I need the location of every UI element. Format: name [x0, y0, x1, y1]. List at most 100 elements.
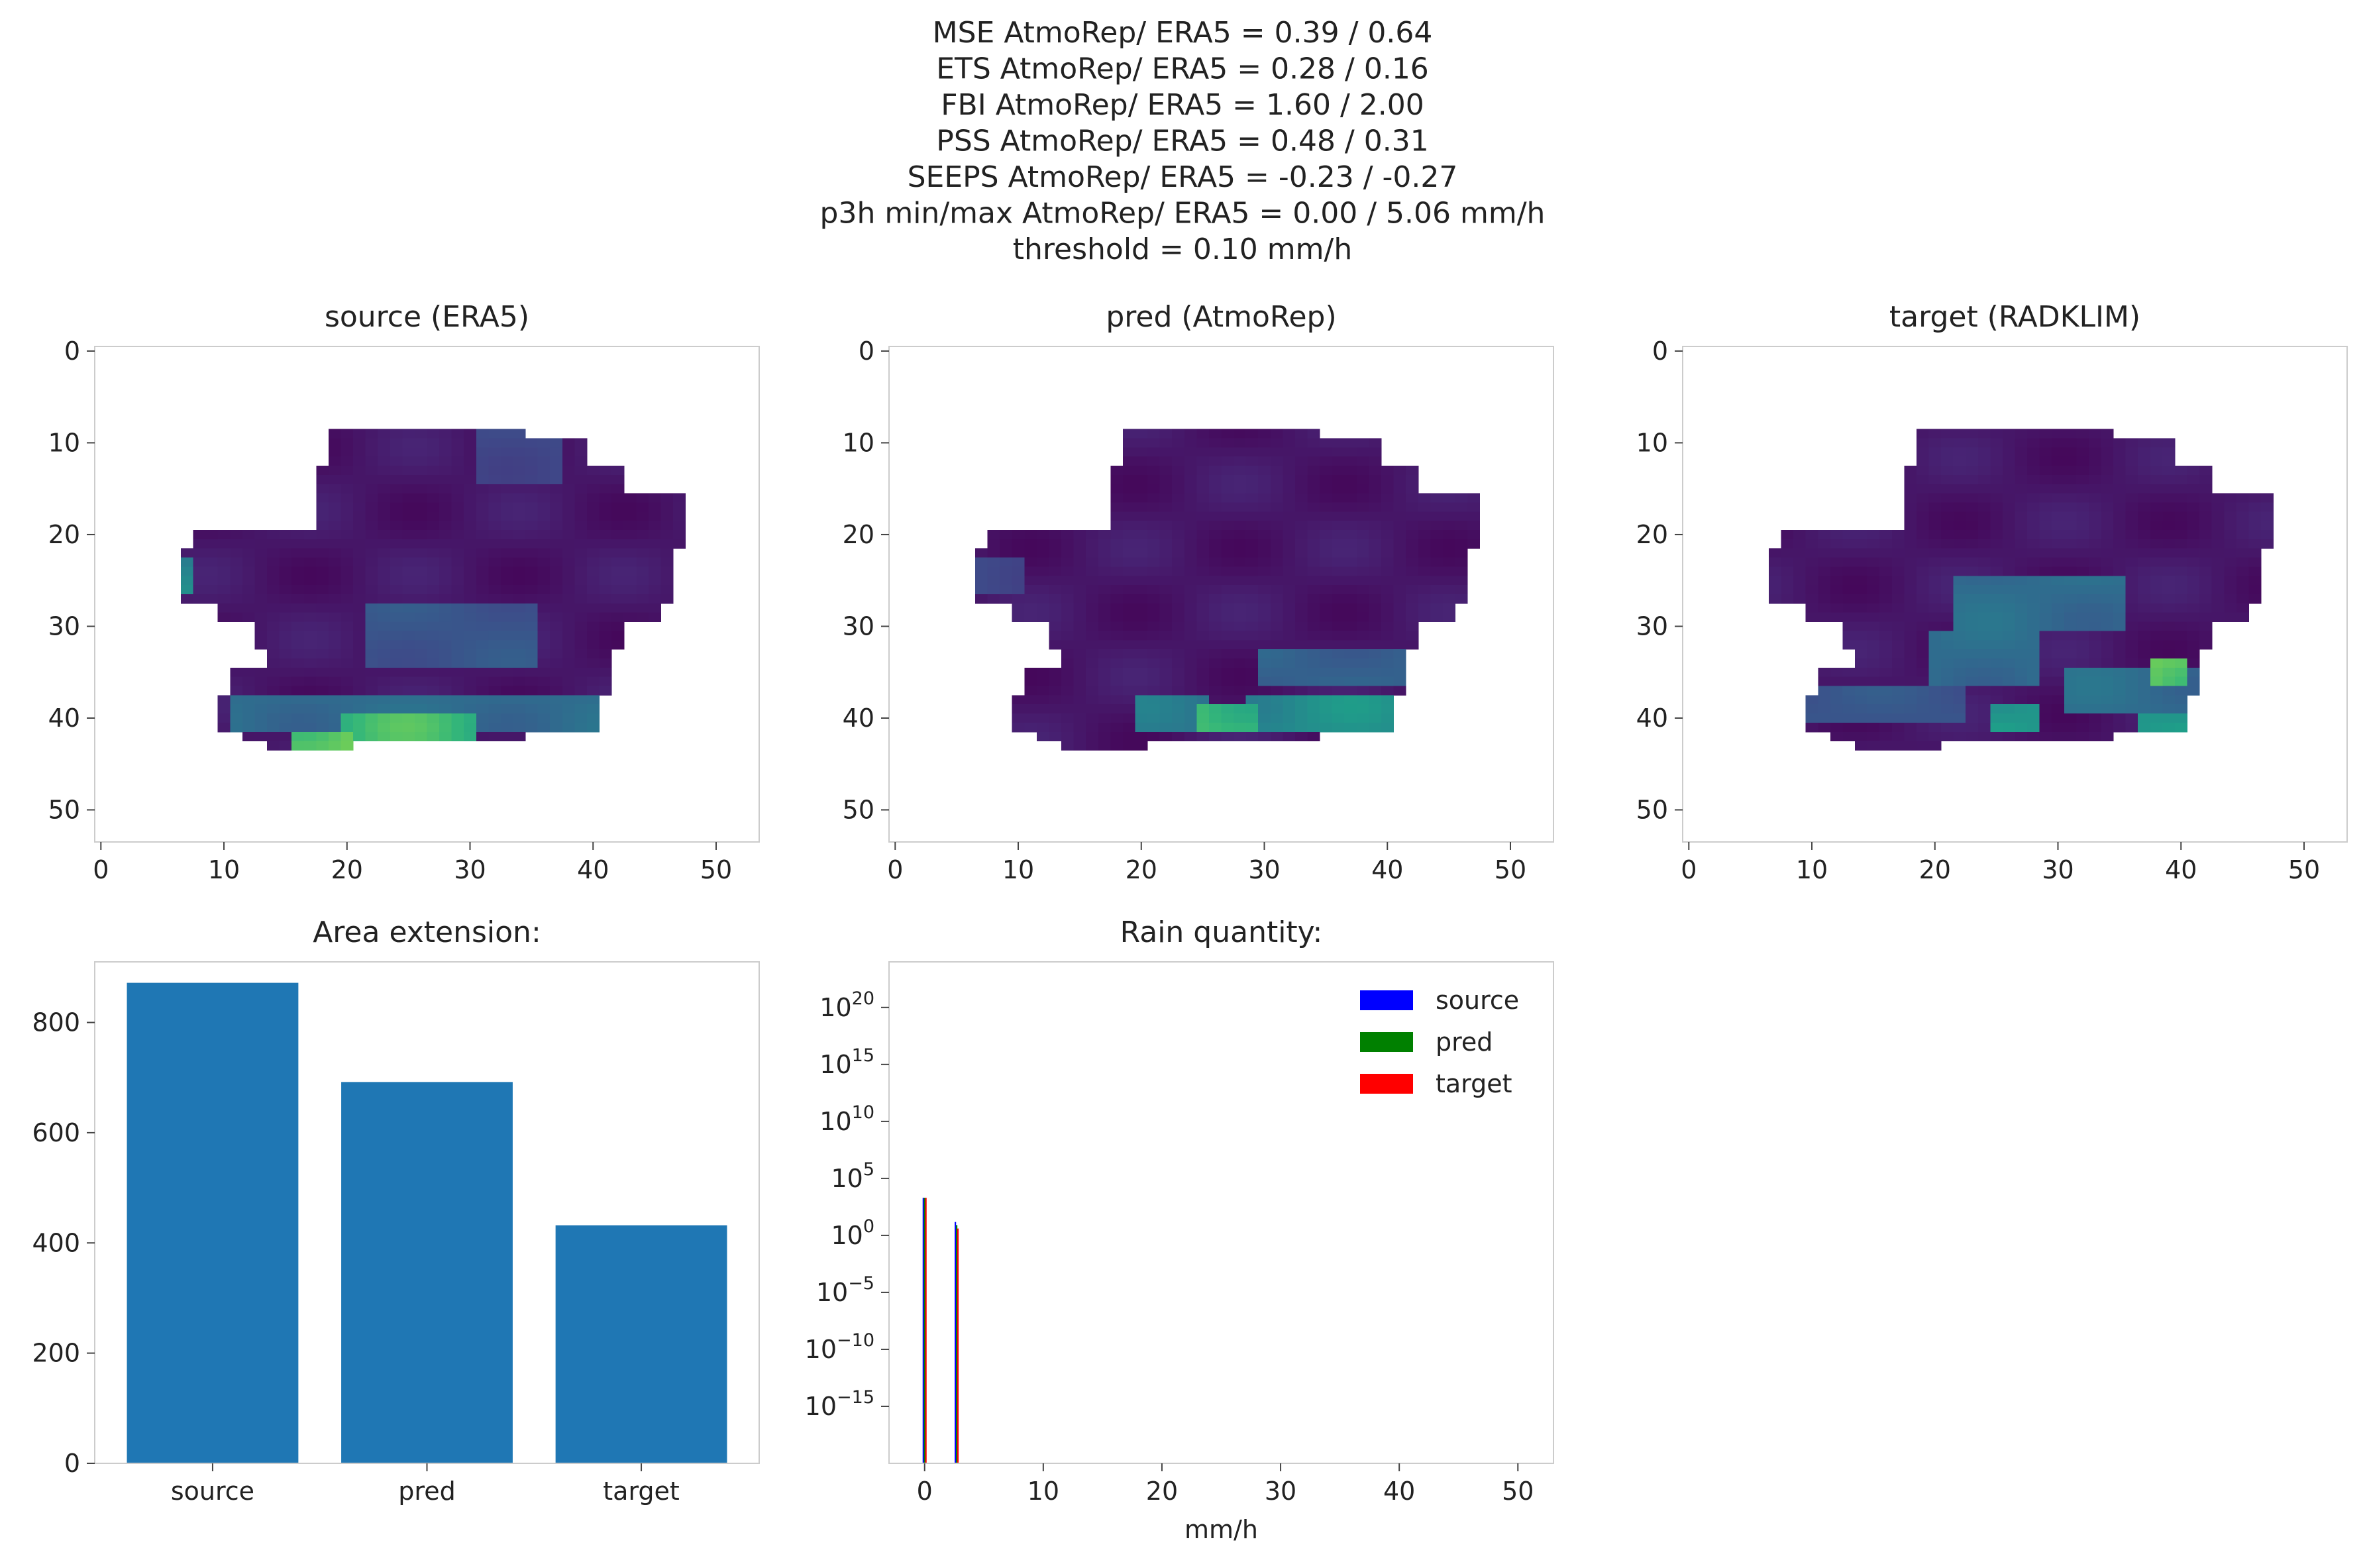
heatmap-cell	[1184, 466, 1197, 476]
heatmap-cell	[1110, 548, 1124, 558]
heatmap-cell	[2039, 429, 2052, 439]
suptitle-line: threshold = 0.10 mm/h	[1013, 233, 1352, 266]
heatmap-cell	[2002, 502, 2016, 512]
heatmap-cell	[2248, 493, 2262, 503]
heatmap-cell	[2002, 557, 2016, 568]
heatmap-cell	[1110, 649, 1124, 659]
heatmap-cell	[488, 704, 501, 714]
heatmap-cell	[1270, 640, 1283, 650]
heatmap-cell	[1307, 731, 1320, 742]
heatmap-cell	[464, 466, 477, 476]
heatmap-cell	[1830, 676, 1844, 687]
heatmap-cell	[500, 713, 514, 723]
heatmap-cell	[2150, 649, 2163, 659]
heatmap-cell	[2248, 557, 2262, 568]
heatmap-cell	[353, 612, 366, 623]
heatmap-cell	[402, 493, 415, 503]
heatmap-cell	[500, 631, 514, 641]
heatmap-cell	[2150, 640, 2163, 650]
heatmap-cell	[1356, 466, 1369, 476]
heatmap-cell	[599, 631, 612, 641]
heatmap-cell	[1381, 548, 1394, 558]
heatmap-cell	[353, 566, 366, 576]
heatmap-cell	[2174, 511, 2188, 521]
heatmap-cell	[1406, 484, 1419, 494]
heatmap-cell	[1467, 530, 1481, 540]
heatmap-cell	[2150, 722, 2163, 733]
heatmap-cell	[513, 731, 526, 742]
heatmap-cell	[1172, 502, 1185, 512]
heatmap-cell	[476, 731, 489, 742]
heatmap-cell	[1147, 594, 1161, 604]
heatmap-cell	[279, 704, 292, 714]
heatmap-cell	[1418, 548, 1431, 558]
heatmap-cell	[2162, 548, 2176, 558]
heatmap-cell	[427, 566, 440, 576]
heatmap-cell	[1953, 511, 1966, 521]
heatmap-cell	[1208, 438, 1222, 448]
heatmap-cell	[599, 621, 612, 632]
heatmap-cell	[1012, 585, 1025, 595]
suptitle-line: PSS AtmoRep/ ERA5 = 0.48 / 0.31	[936, 125, 1428, 158]
heatmap-cell	[1891, 658, 1905, 668]
x-tick-label: 30	[454, 855, 486, 884]
heatmap-cell	[574, 603, 588, 613]
heatmap-cell	[2101, 530, 2114, 540]
heatmap-cell	[1891, 585, 1905, 595]
heatmap-cell	[1000, 539, 1013, 549]
heatmap-cell	[2150, 466, 2163, 476]
heatmap-cell	[476, 484, 489, 494]
heatmap-cell	[402, 704, 415, 714]
heatmap-cell	[2125, 676, 2138, 687]
heatmap-cell	[1208, 695, 1222, 705]
heatmap-cell	[1990, 530, 2003, 540]
heatmap-cell	[1941, 612, 1954, 623]
heatmap-cell	[341, 676, 354, 687]
heatmap-cell	[1928, 493, 1942, 503]
heatmap-cell	[1283, 722, 1296, 733]
heatmap-cell	[476, 621, 489, 632]
heatmap-cell	[975, 557, 988, 568]
heatmap-cell	[599, 557, 612, 568]
heatmap-cell	[2039, 658, 2052, 668]
heatmap-cell	[2052, 704, 2065, 714]
heatmap-cell	[1990, 548, 2003, 558]
heatmap-cell	[975, 594, 988, 604]
heatmap-cell	[193, 566, 206, 576]
heatmap-cell	[1036, 539, 1050, 549]
heatmap-cell	[464, 631, 477, 641]
heatmap-cell	[1442, 612, 1456, 623]
heatmap-cell	[2101, 649, 2114, 659]
heatmap-cell	[537, 566, 551, 576]
heatmap-cell	[1953, 612, 1966, 623]
heatmap-cell	[2248, 594, 2262, 604]
heatmap-cell	[1320, 466, 1333, 476]
heatmap-cell	[2125, 695, 2138, 705]
heatmap-cell	[1928, 594, 1942, 604]
heatmap-cell	[1086, 713, 1099, 723]
heatmap-cell	[2076, 594, 2089, 604]
heatmap-cell	[537, 539, 551, 549]
heatmap-cell	[2162, 594, 2176, 604]
heatmap-cell	[1172, 667, 1185, 678]
heatmap-cell	[1208, 511, 1222, 521]
heatmap-cell	[1294, 585, 1308, 595]
heatmap-cell	[1172, 621, 1185, 632]
heatmap-cell	[1258, 603, 1271, 613]
heatmap-cell	[1086, 640, 1099, 650]
heatmap-cell	[365, 695, 378, 705]
heatmap-cell	[378, 484, 391, 494]
heatmap-cell	[2015, 676, 2028, 687]
heatmap-cell	[464, 621, 477, 632]
heatmap-cell	[2015, 594, 2028, 604]
heatmap-cell	[2027, 438, 2040, 448]
heatmap-cell	[353, 557, 366, 568]
heatmap-cell	[1953, 557, 1966, 568]
heatmap-cell	[2052, 722, 2065, 733]
y-tick-label: 0	[1652, 337, 1668, 366]
heatmap-cell	[476, 631, 489, 641]
heatmap-cell	[390, 612, 403, 623]
heatmap-cell	[1381, 576, 1394, 586]
heatmap-cell	[2125, 603, 2138, 613]
heatmap-cell	[1000, 566, 1013, 576]
